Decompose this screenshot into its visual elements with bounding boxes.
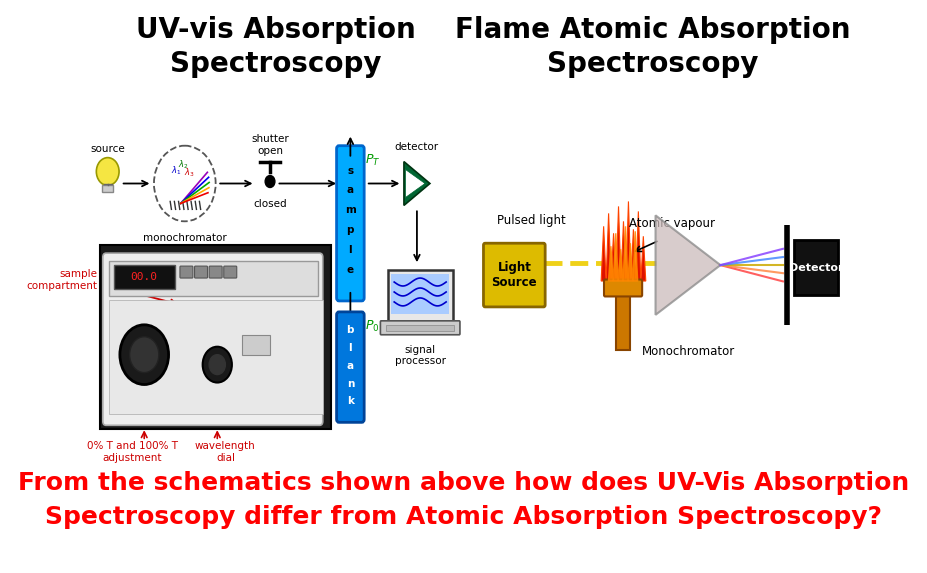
Bar [109, 300, 323, 414]
Text: $\lambda_3$: $\lambda_3$ [184, 167, 195, 179]
Text: l: l [349, 343, 352, 353]
Text: From the schematics shown above how does UV-Vis Absorption
Spectroscopy differ f: From the schematics shown above how does… [19, 471, 908, 529]
Text: s: s [347, 166, 353, 175]
Circle shape [209, 355, 225, 375]
Text: a: a [347, 186, 353, 195]
Text: $\lambda_2$: $\lambda_2$ [178, 159, 188, 171]
Polygon shape [403, 162, 429, 205]
Circle shape [120, 325, 169, 384]
Text: Atomic vapour: Atomic vapour [629, 217, 714, 230]
Text: $\lambda_1$: $\lambda_1$ [171, 164, 182, 177]
FancyBboxPatch shape [103, 253, 323, 425]
Bar [114, 265, 175, 289]
Circle shape [96, 158, 119, 186]
Circle shape [202, 347, 232, 383]
Bar [241, 335, 270, 355]
Text: b: b [347, 325, 354, 335]
Polygon shape [405, 170, 425, 198]
Text: n: n [347, 379, 354, 388]
FancyBboxPatch shape [223, 266, 236, 278]
FancyBboxPatch shape [337, 146, 363, 301]
Bar [386, 325, 454, 331]
Text: $P_T$: $P_T$ [364, 152, 380, 168]
Text: 00.0: 00.0 [131, 272, 158, 282]
Circle shape [130, 337, 159, 372]
FancyBboxPatch shape [483, 243, 544, 307]
Text: source: source [90, 144, 125, 154]
Text: Light
Source: Light Source [491, 261, 537, 289]
FancyBboxPatch shape [337, 312, 363, 422]
FancyBboxPatch shape [209, 266, 222, 278]
Text: monochromator: monochromator [143, 233, 226, 244]
Text: detector: detector [395, 142, 438, 152]
FancyBboxPatch shape [387, 270, 452, 322]
Text: closed: closed [253, 199, 286, 209]
Text: m: m [345, 205, 355, 215]
Text: Detector: Detector [788, 262, 842, 273]
FancyBboxPatch shape [180, 266, 193, 278]
Text: k: k [347, 397, 353, 406]
Bar [99, 245, 331, 429]
Bar [793, 240, 837, 295]
Text: UV-vis Absorption
Spectroscopy: UV-vis Absorption Spectroscopy [135, 16, 415, 78]
Text: 0% T and 100% T
adjustment: 0% T and 100% T adjustment [86, 441, 177, 463]
Polygon shape [601, 202, 645, 281]
Text: $P_0$: $P_0$ [364, 319, 379, 334]
Text: e: e [347, 265, 353, 275]
Text: sample
compartment: sample compartment [26, 269, 97, 291]
Circle shape [265, 175, 274, 187]
Bar [102, 186, 113, 193]
FancyBboxPatch shape [195, 266, 208, 278]
Text: p: p [347, 225, 354, 236]
Text: signal
processor: signal processor [394, 345, 445, 366]
Text: l: l [349, 245, 352, 255]
Bar [109, 261, 318, 296]
FancyBboxPatch shape [380, 321, 460, 335]
Text: wavelength
dial: wavelength dial [195, 441, 256, 463]
Bar [390, 274, 449, 314]
Polygon shape [608, 226, 637, 281]
FancyBboxPatch shape [603, 280, 641, 296]
Text: open: open [257, 146, 283, 156]
Text: Flame Atomic Absorption
Spectroscopy: Flame Atomic Absorption Spectroscopy [454, 16, 849, 78]
Bar [616, 295, 629, 350]
Text: Monochromator: Monochromator [641, 345, 734, 358]
Text: a: a [347, 360, 353, 371]
Text: shutter: shutter [251, 134, 288, 144]
Polygon shape [654, 215, 719, 315]
Text: Pulsed light: Pulsed light [497, 214, 565, 227]
